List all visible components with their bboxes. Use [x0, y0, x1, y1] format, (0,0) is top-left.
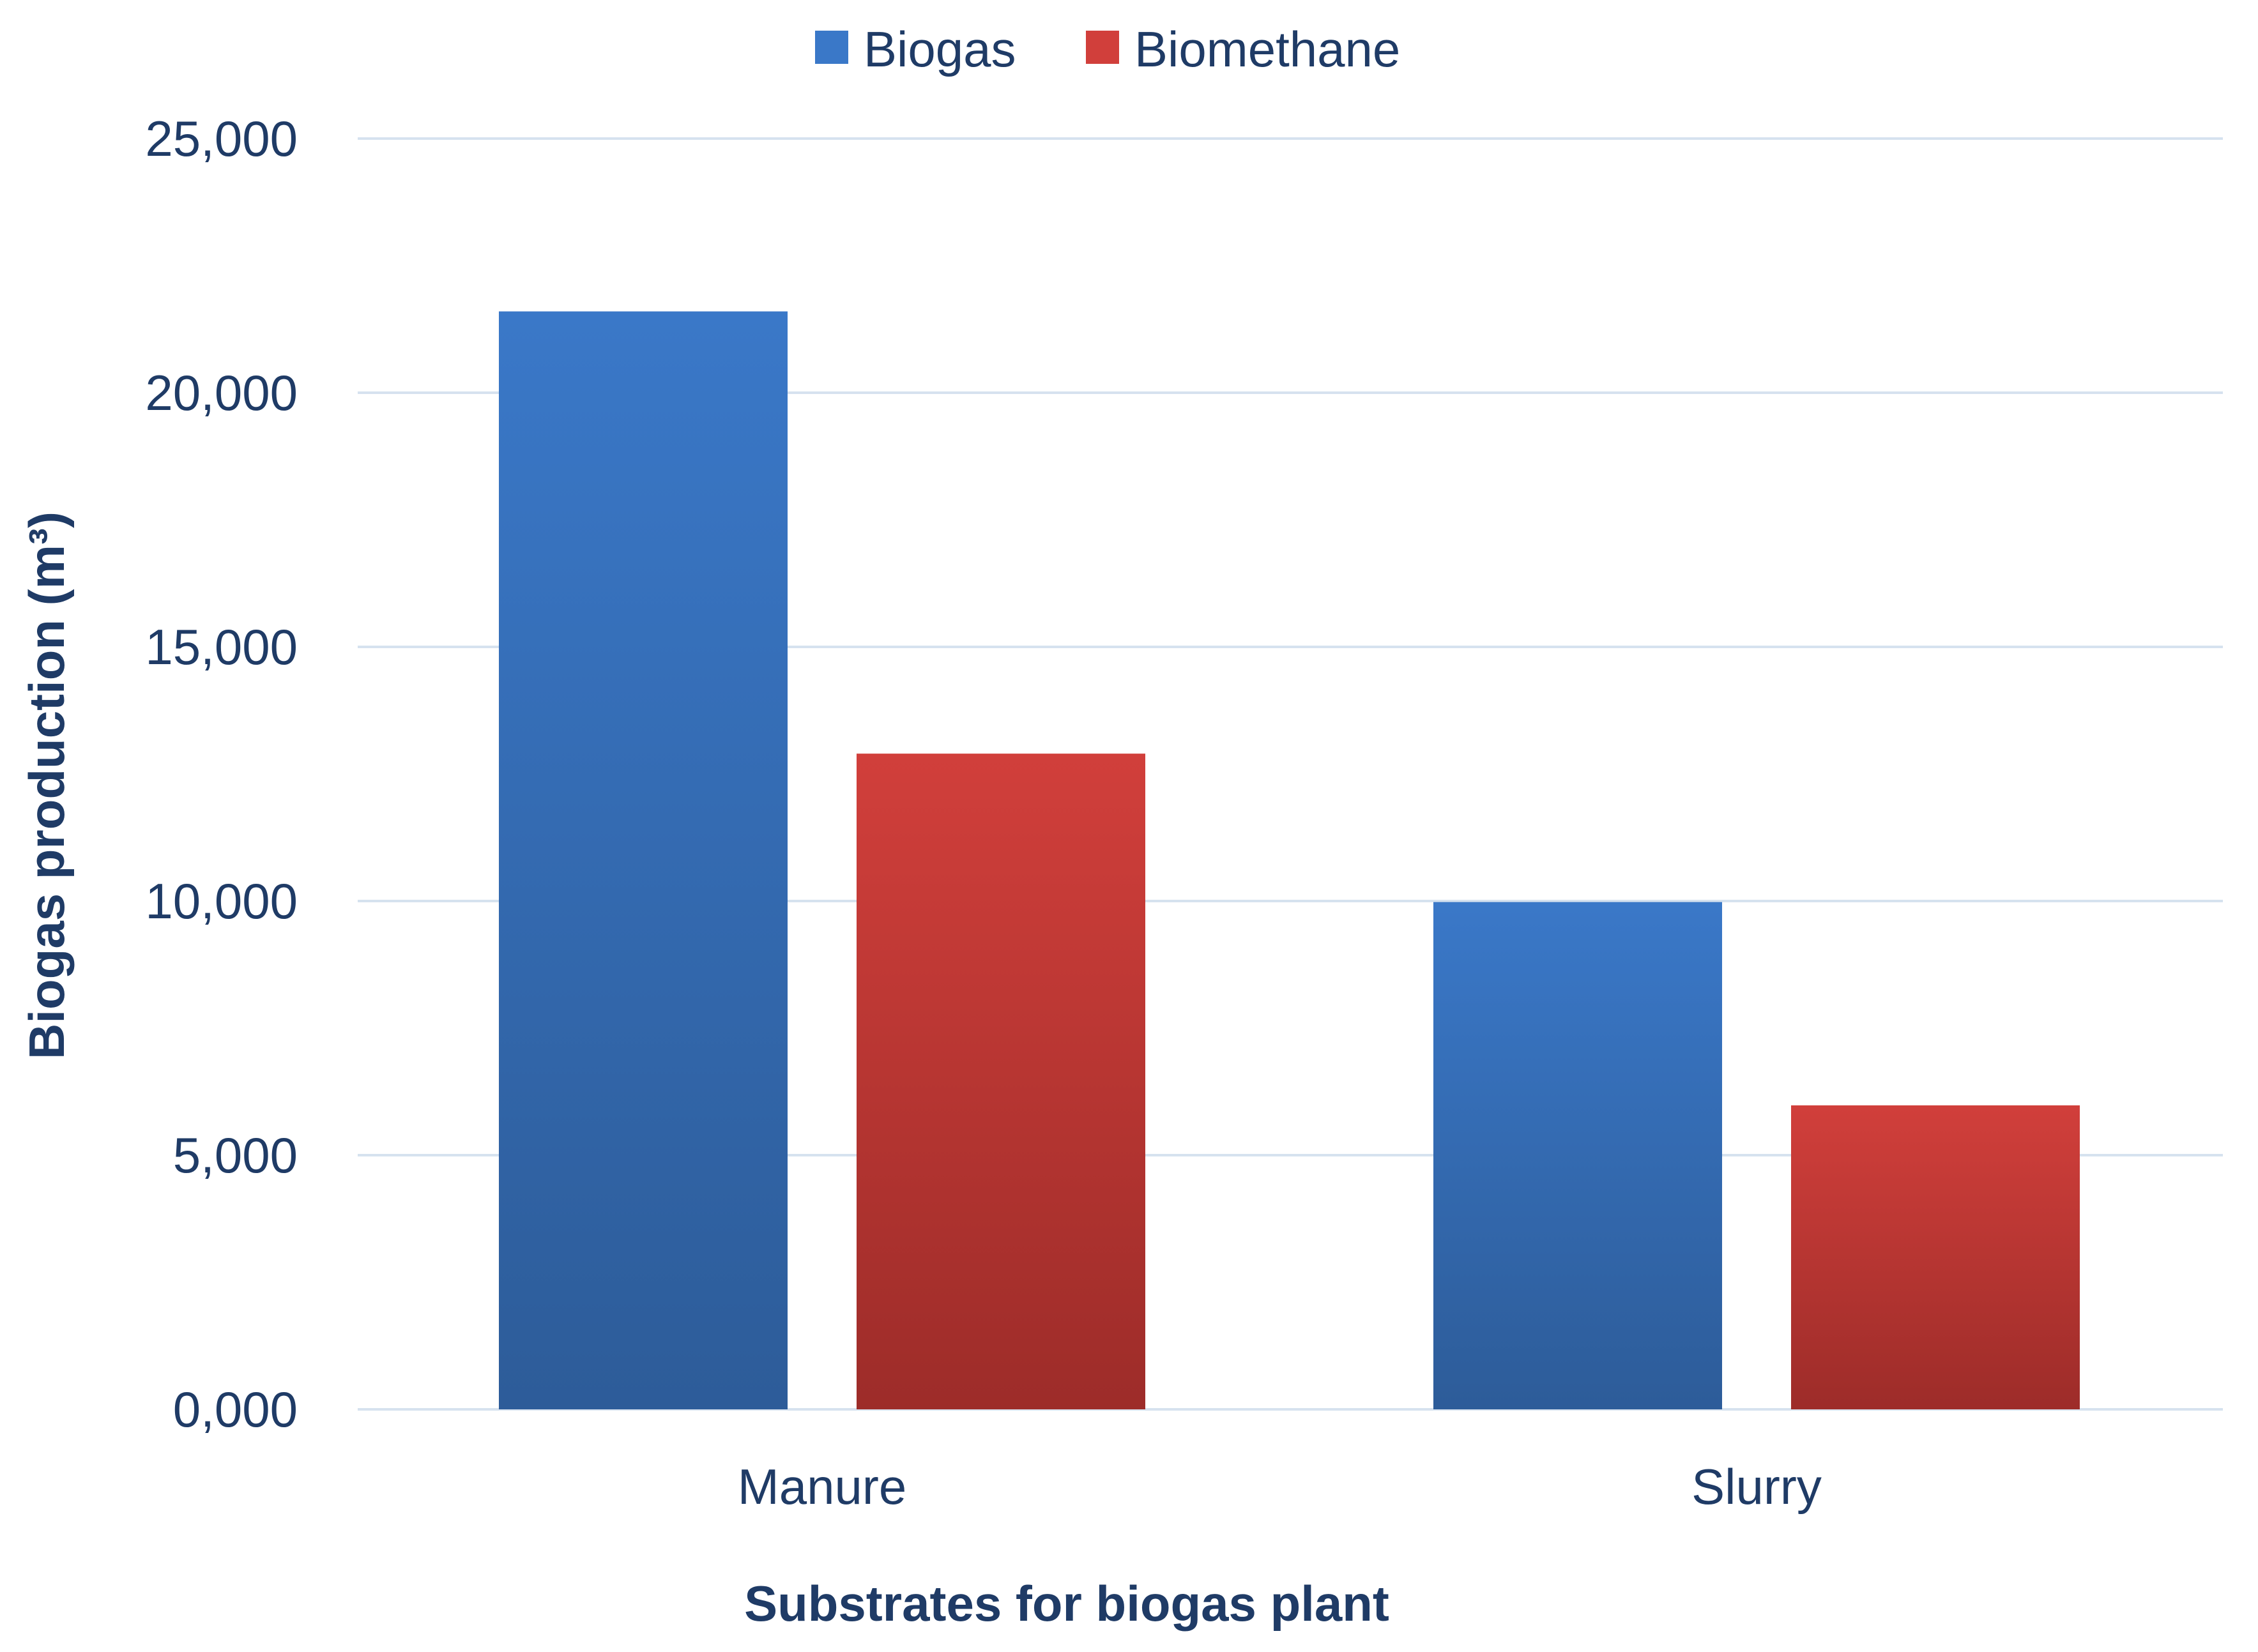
x-category-label-manure: Manure [738, 1459, 906, 1515]
bar-biomethane-slurry [1791, 1105, 2080, 1409]
y-tick-label: 25,000 [145, 110, 298, 167]
x-axis-title: Substrates for biogas plant [744, 1575, 1389, 1632]
y-axis-title: Biogas production (m³) [19, 512, 75, 1059]
y-tick-label: 20,000 [145, 365, 298, 421]
y-tick-label: 15,000 [145, 619, 298, 675]
bar-biogas-manure [499, 311, 788, 1409]
y-tick-label: 5,000 [173, 1127, 298, 1183]
legend-swatch-biomethane [1086, 31, 1119, 64]
legend-label-biogas: Biogas [864, 21, 1016, 77]
y-tick-label: 0,000 [173, 1381, 298, 1437]
bar-biogas-slurry [1433, 902, 1722, 1409]
legend: Biogas Biomethane [815, 21, 1400, 77]
legend-swatch-biogas [815, 31, 848, 64]
y-axis-ticks: 0,000 5,000 10,000 15,000 20,000 25,000 [145, 110, 298, 1437]
bars [499, 311, 2080, 1409]
x-category-label-slurry: Slurry [1691, 1459, 1822, 1515]
legend-label-biomethane: Biomethane [1134, 21, 1400, 77]
y-tick-label: 10,000 [145, 873, 298, 929]
bar-biomethane-manure [857, 754, 1145, 1409]
x-axis-categories: Manure Slurry [738, 1459, 1822, 1515]
